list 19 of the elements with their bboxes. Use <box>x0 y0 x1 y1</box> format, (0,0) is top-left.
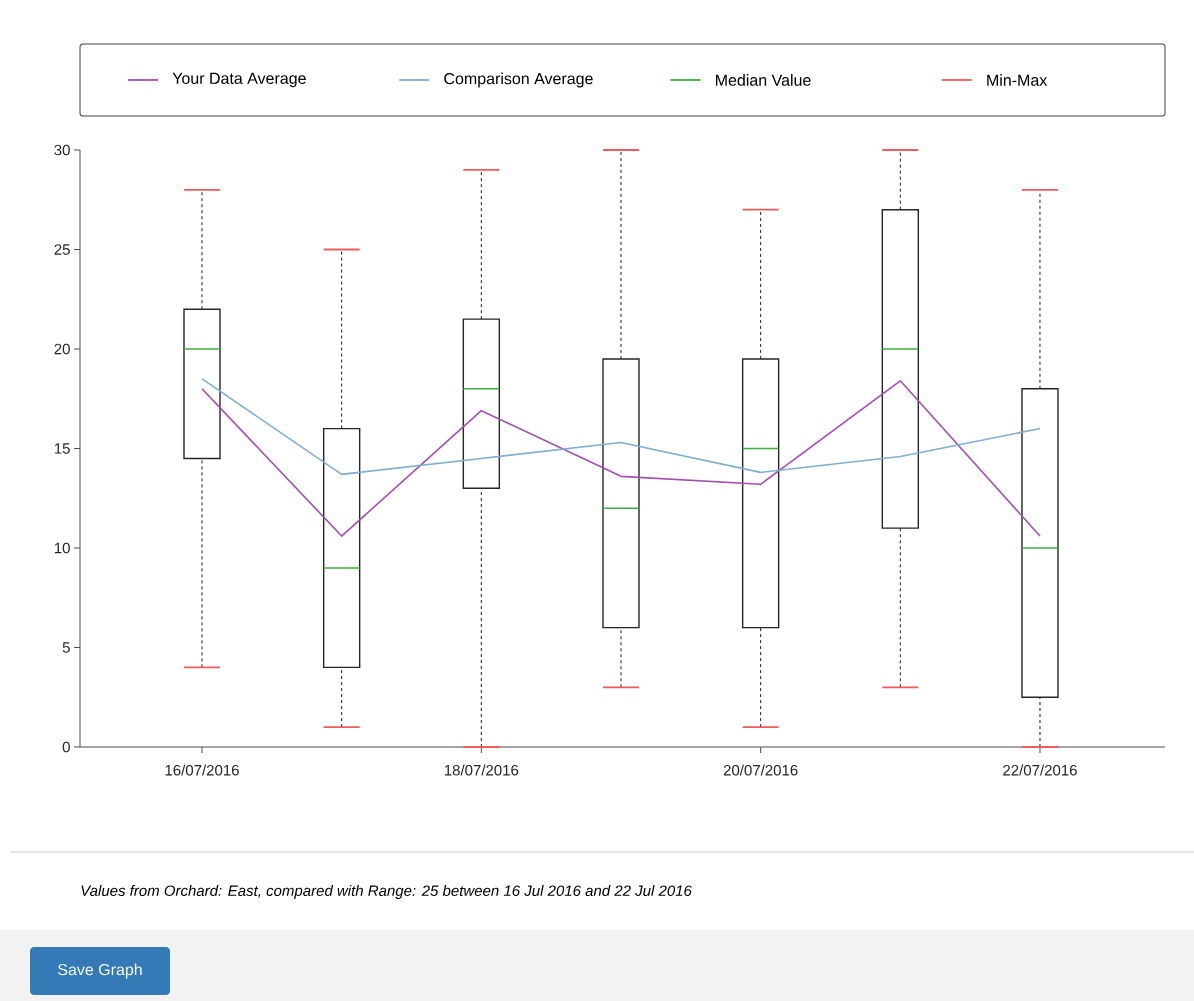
y-tick-label: 25 <box>54 244 70 255</box>
x-tick-label: 20/07/2016 <box>723 764 798 776</box>
x-tick-label: 18/07/2016 <box>444 764 519 776</box>
line-series <box>201 380 1041 537</box>
legend-label: Comparison Average <box>444 72 593 88</box>
y-tick-label: 15 <box>54 443 70 454</box>
y-tick-label: 0 <box>62 741 70 753</box>
y-tick-label: 10 <box>54 542 70 554</box>
y-tick-label: 20 <box>54 343 70 355</box>
x-tick-label: 22/07/2016 <box>1003 764 1077 776</box>
text: Median Value <box>716 74 811 86</box>
text: Save Graph <box>58 963 142 979</box>
y-tick-label: 5 <box>62 642 70 653</box>
text: Values from Orchard: East, compared with Range: 25 between 16 Jul 2016 and 22 Jul 2016 <box>81 884 692 899</box>
x-tick-label: 16/07/2016 <box>165 764 239 776</box>
legend-label: Your Data Average <box>172 72 306 88</box>
y-tick-label: 30 <box>54 144 70 156</box>
line-series <box>201 378 1041 476</box>
text: Min-Max <box>987 74 1048 86</box>
